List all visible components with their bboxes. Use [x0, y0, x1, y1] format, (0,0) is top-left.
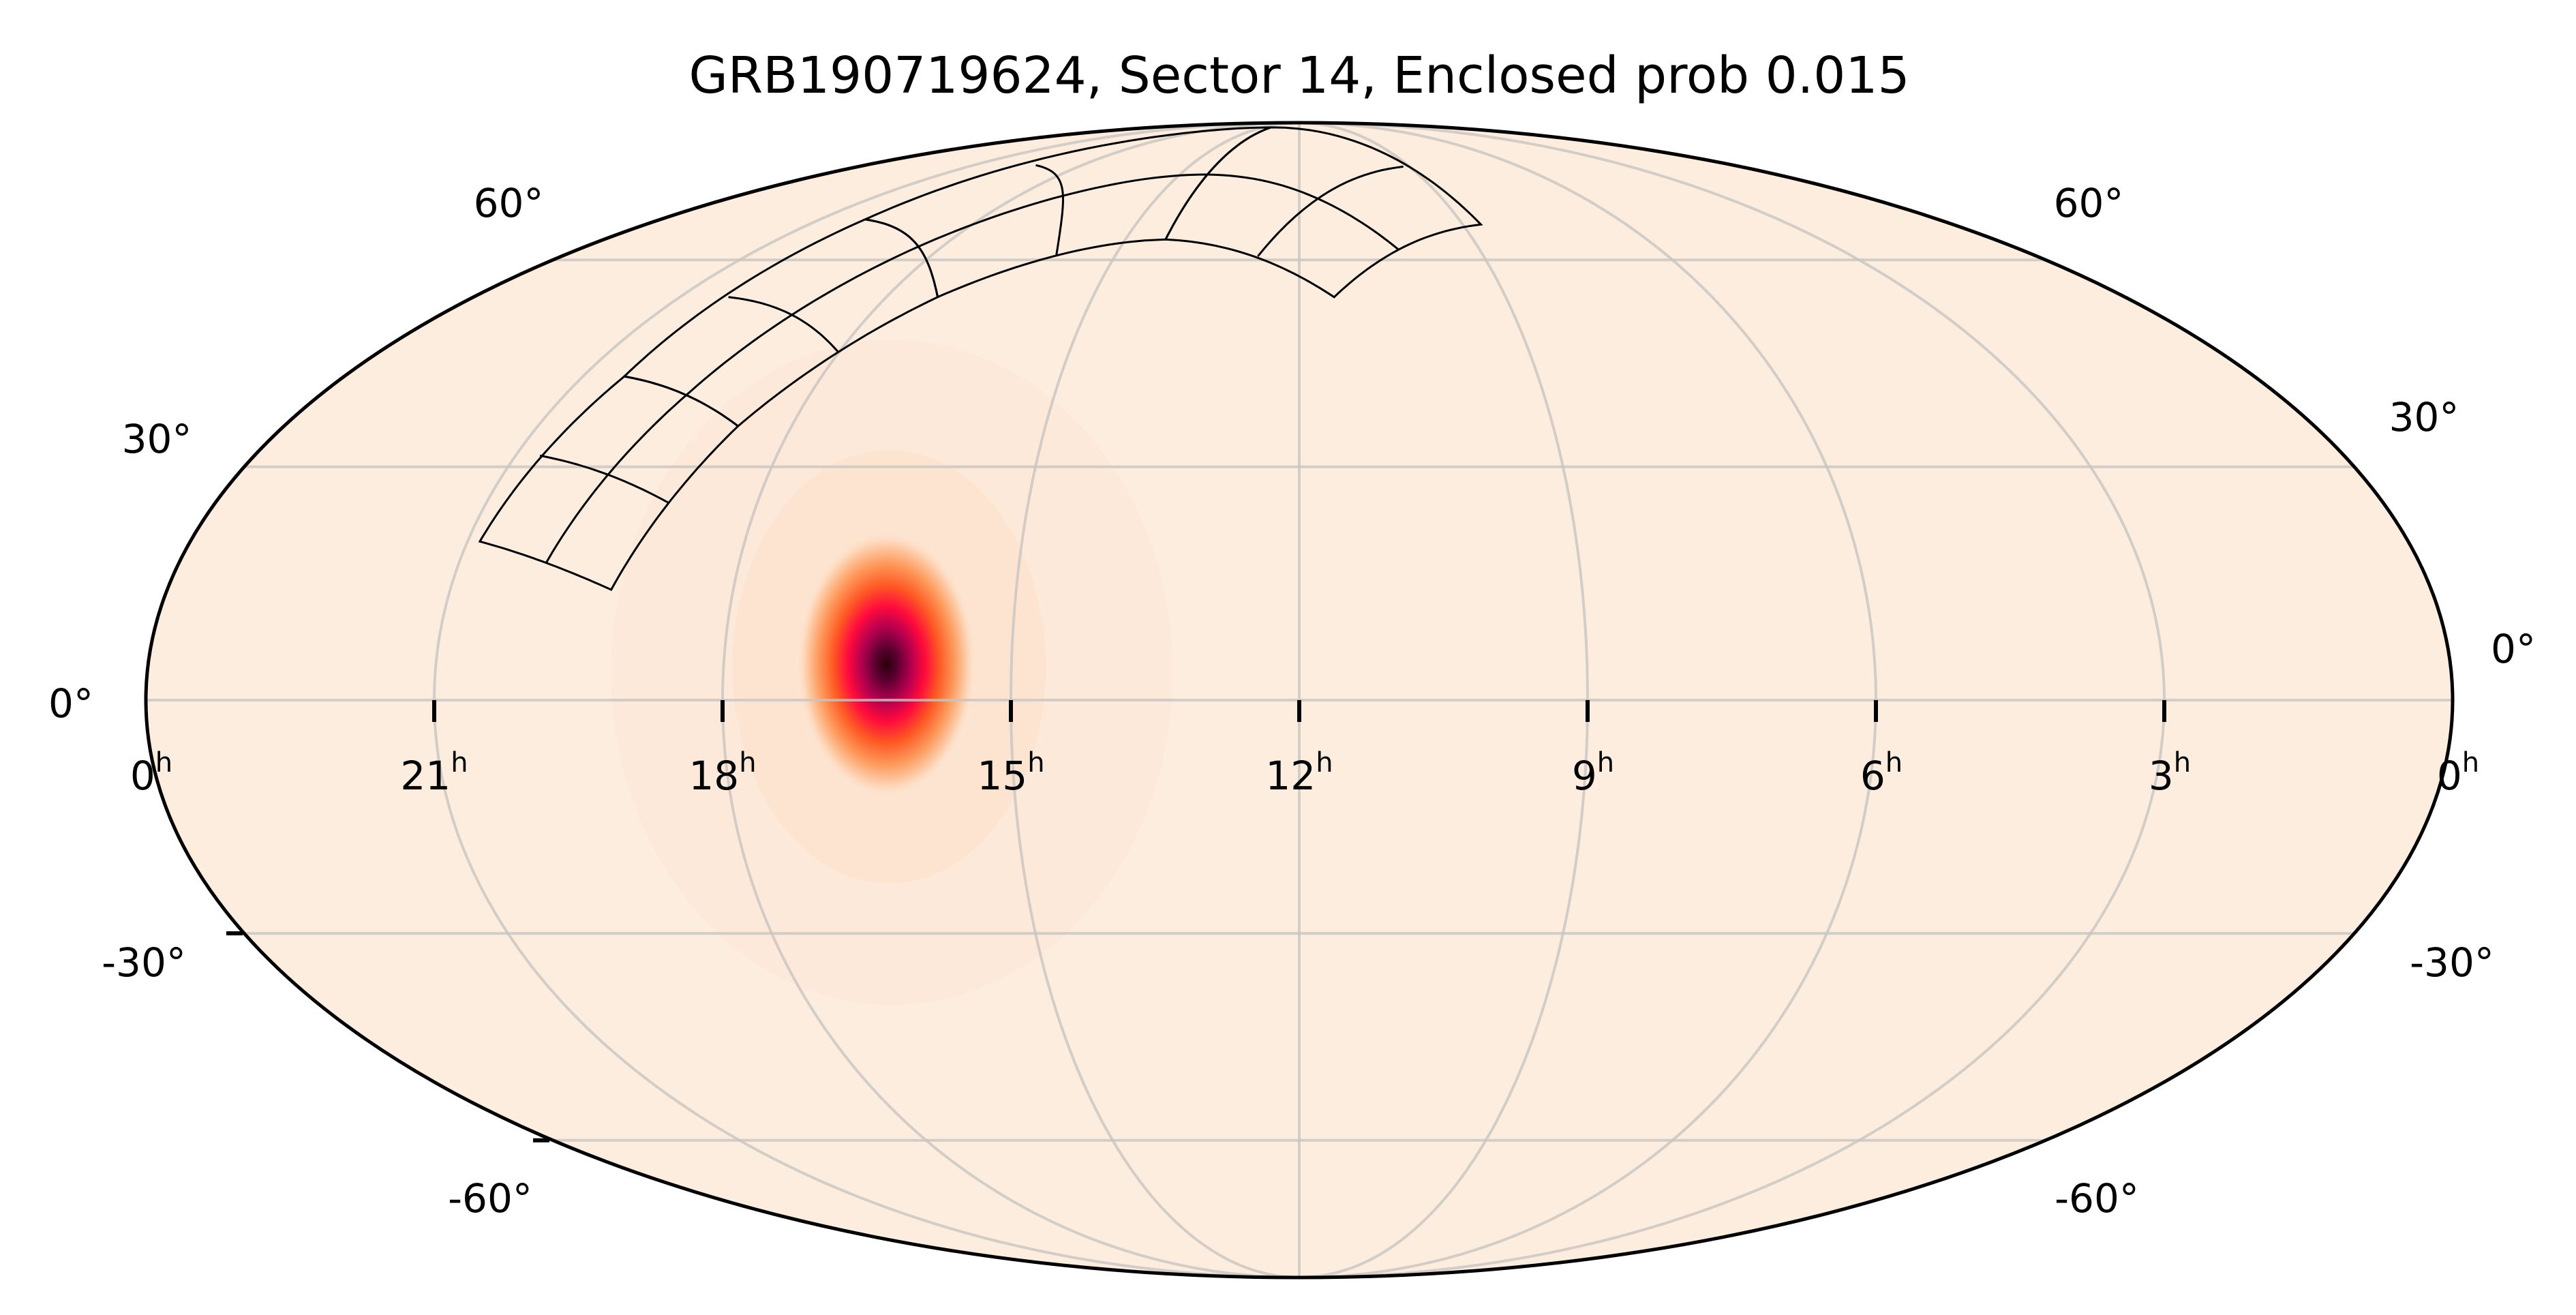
ra-tick-label: 12h — [1265, 747, 1333, 799]
probability-heatmap — [611, 339, 1173, 1006]
ra-hours: 0 — [2437, 753, 2462, 799]
dec-label-right: -60° — [2055, 1175, 2139, 1222]
camera-outline — [1164, 126, 1483, 299]
ra-tick-label: 9h — [1572, 747, 1614, 799]
dec-label-left: 60° — [474, 180, 544, 226]
ra-unit: h — [1027, 747, 1044, 779]
ra-hours: 21 — [400, 753, 451, 799]
chart-title: GRB190719624, Sector 14, Enclosed prob 0… — [688, 46, 1909, 105]
ccd-divider-long — [545, 394, 687, 564]
ra-tick-label: 0h — [2437, 747, 2479, 799]
dec-label-right: 30° — [2389, 394, 2459, 440]
ra-tick-label: 15h — [977, 747, 1044, 799]
ra-tick-label: 18h — [688, 747, 756, 799]
ra-hours: 6 — [1860, 753, 1885, 799]
dec-label-left: 30° — [122, 416, 192, 462]
tess-footprints — [478, 126, 1483, 592]
ra-unit: h — [1316, 747, 1333, 779]
axis-ticks — [226, 700, 2166, 1143]
ra-hours: 9 — [1572, 753, 1597, 799]
dec-label-right: -30° — [2410, 939, 2494, 986]
ra-unit: h — [155, 747, 172, 779]
ra-unit: h — [451, 747, 468, 779]
ccd-divider-long — [685, 245, 919, 396]
ra-hours: 3 — [2149, 753, 2174, 799]
dec-label-left: -60° — [448, 1175, 532, 1222]
ra-hours: 12 — [1265, 753, 1316, 799]
ra-tick-label: 3h — [2149, 747, 2191, 799]
axis-labels: 0h 21h 18h 15h 12h 9h 6h 3h 0h60°30°0°-30°-60°60… — [48, 180, 2536, 1222]
dec-label-right: 60° — [2054, 180, 2124, 226]
ra-unit: h — [739, 747, 756, 779]
probability-peak — [794, 528, 979, 801]
dec-label-left: 0° — [48, 680, 93, 727]
ra-unit: h — [2462, 747, 2479, 779]
ra-unit: h — [1885, 747, 1903, 779]
dec-label-left: -30° — [102, 939, 186, 986]
camera-footprint-4 — [1164, 126, 1483, 299]
sky-boundary — [144, 121, 2455, 1280]
ra-unit: h — [1597, 747, 1614, 779]
ra-tick-label: 6h — [1860, 747, 1903, 799]
ra-unit: h — [2174, 747, 2191, 779]
ccd-divider-cross — [728, 296, 838, 352]
ra-hours: 0 — [130, 753, 155, 799]
ccd-divider-long — [918, 173, 1208, 248]
ra-hours: 15 — [977, 753, 1027, 799]
ra-hours: 18 — [688, 753, 739, 799]
dec-label-right: 0° — [2491, 626, 2536, 672]
ccd-divider-cross — [1035, 164, 1065, 257]
ra-tick-label: 0h — [130, 747, 172, 799]
ra-tick-label: 21h — [400, 747, 468, 799]
ccd-divider-long — [1207, 173, 1399, 251]
